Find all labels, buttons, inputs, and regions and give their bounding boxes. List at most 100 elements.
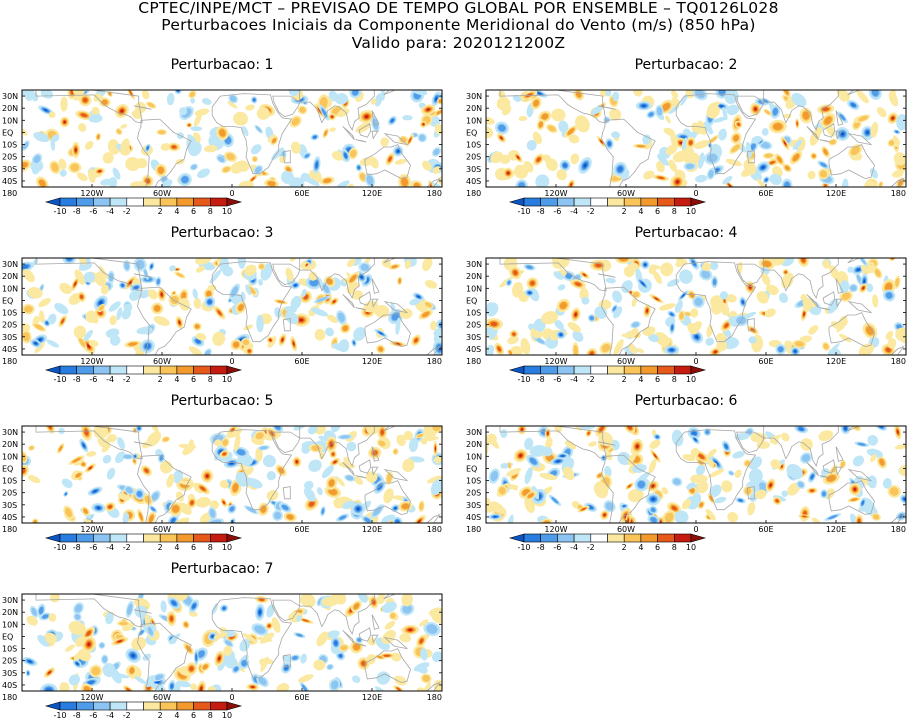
lat-label: 30N xyxy=(2,428,18,437)
lat-label: 20N xyxy=(2,272,18,281)
lon-label: 180 xyxy=(2,357,17,366)
lon-label: 0 xyxy=(229,693,234,702)
lat-label: EQ xyxy=(466,296,477,305)
colorbar-label: 10 xyxy=(686,207,696,216)
lon-label: 180 xyxy=(891,525,906,534)
map-svg: 30N 20N 10N EQ 10S 20S 30S 40S 180 120W 60W 0 60E 120… xyxy=(466,257,907,384)
lat-label: 20S xyxy=(466,489,481,498)
colorbar-label: -10 xyxy=(53,375,66,384)
panel-perturbacao-3: Perturbacao: 3 30N 20N 10N EQ 10S 20S 30S 40S 180… xyxy=(2,226,443,384)
coastlines xyxy=(35,258,441,355)
lon-label: 0 xyxy=(693,189,698,198)
header-line-2: Perturbacoes Iniciais da Componente Meri… xyxy=(161,16,756,34)
colorbar-label: 2 xyxy=(158,207,163,216)
colorbar-label: 4 xyxy=(638,207,643,216)
map-svg: 30N 20N 10N EQ 10S 20S 30S 40S 180 120W 60W 0 60E 120… xyxy=(2,425,443,552)
colorbar-label: 4 xyxy=(174,375,179,384)
panel-title: Perturbacao: 6 xyxy=(634,393,738,409)
colorbar-label: 2 xyxy=(158,375,163,384)
wind-perturbation-field xyxy=(486,90,906,187)
lat-label: 30S xyxy=(466,333,481,342)
map-svg: 30N 20N 10N EQ 10S 20S 30S 40S 180 120W 60W 0 60E 120… xyxy=(2,257,443,384)
coastlines xyxy=(35,90,441,187)
lon-label: 180 xyxy=(2,693,17,702)
colorbar-label: -6 xyxy=(553,375,561,384)
lon-label: 120E xyxy=(826,525,846,534)
lat-label: 30N xyxy=(466,92,482,101)
lon-label: 120E xyxy=(826,189,846,198)
colorbar-label: -4 xyxy=(570,543,578,552)
colorbar-label: -8 xyxy=(73,711,81,720)
lat-label: 20S xyxy=(2,657,17,666)
colorbar-label: -4 xyxy=(106,543,114,552)
lon-label: 60E xyxy=(294,693,309,702)
lon-label: 180 xyxy=(427,525,442,534)
colorbar-label: 4 xyxy=(174,711,179,720)
lon-label: 180 xyxy=(891,357,906,366)
lon-label: 120E xyxy=(362,357,382,366)
lat-label: 30S xyxy=(466,501,481,510)
lat-label: EQ xyxy=(2,632,13,641)
lat-label: 10S xyxy=(466,477,481,486)
lon-label: 60E xyxy=(294,189,309,198)
lat-label: 40S xyxy=(2,681,17,690)
colorbar-label: 2 xyxy=(158,543,163,552)
lon-label: 60W xyxy=(617,357,635,366)
panel-perturbacao-7: Perturbacao: 7 30N 20N 10N EQ 10S 20S 30S 40S 180… xyxy=(2,562,443,720)
colorbar: -10 -8 -6 -4 -2 2 4 6 8 10 xyxy=(508,365,707,384)
lat-label: 30N xyxy=(2,260,18,269)
panel-perturbacao-4: Perturbacao: 4 30N 20N 10N EQ 10S 20S 30S 40S 180… xyxy=(466,226,907,384)
panel-title: Perturbacao: 5 xyxy=(170,393,274,409)
colorbar-label: -10 xyxy=(53,543,66,552)
lon-label: 180 xyxy=(427,693,442,702)
coastlines xyxy=(499,90,905,187)
wind-perturbation-field xyxy=(22,594,442,691)
wind-perturbation-field xyxy=(486,426,906,523)
lat-label: 20S xyxy=(2,321,17,330)
colorbar-label: -2 xyxy=(587,543,595,552)
wind-perturbation-field xyxy=(486,258,906,355)
lat-label: EQ xyxy=(2,296,13,305)
lat-label: 10N xyxy=(2,620,18,629)
lat-label: 10N xyxy=(2,116,18,125)
colorbar-label: -8 xyxy=(73,375,81,384)
lat-label: 40S xyxy=(466,513,481,522)
lat-label: 10S xyxy=(2,477,17,486)
lon-label: 0 xyxy=(229,525,234,534)
header-line-1: CPTEC/INPE/MCT – PREVISAO DE TEMPO GLOBA… xyxy=(138,0,779,17)
lat-label: EQ xyxy=(466,464,477,473)
lat-label: 20N xyxy=(466,104,482,113)
lon-label: 120E xyxy=(826,357,846,366)
colorbar-label: 6 xyxy=(655,375,660,384)
colorbar-label: -2 xyxy=(123,375,131,384)
lon-label: 120W xyxy=(544,189,567,198)
colorbar-label: 8 xyxy=(208,207,213,216)
colorbar-label: -4 xyxy=(106,375,114,384)
colorbar-label: -10 xyxy=(517,207,530,216)
lon-label: 60E xyxy=(294,357,309,366)
lon-label: 180 xyxy=(427,357,442,366)
lat-label: 30S xyxy=(2,333,17,342)
colorbar-label: 4 xyxy=(638,375,643,384)
colorbar-label: -6 xyxy=(89,375,97,384)
colorbar-label: -8 xyxy=(537,375,545,384)
lon-label: 0 xyxy=(229,189,234,198)
lon-label: 0 xyxy=(693,525,698,534)
lat-label: EQ xyxy=(2,128,13,137)
wind-perturbation-field xyxy=(22,426,442,523)
lon-label: 120W xyxy=(80,357,103,366)
panel-perturbacao-2: Perturbacao: 2 30N 20N 10N EQ 10S 20S 30S 40S 180… xyxy=(466,58,907,216)
lat-label: 20N xyxy=(2,440,18,449)
lon-label: 60E xyxy=(758,357,773,366)
colorbar-label: 2 xyxy=(622,543,627,552)
lat-label: 40S xyxy=(2,345,17,354)
lon-label: 0 xyxy=(229,357,234,366)
colorbar: -10 -8 -6 -4 -2 2 4 6 8 10 xyxy=(44,533,243,552)
lat-label: 20S xyxy=(2,153,17,162)
lon-label: 60E xyxy=(758,189,773,198)
colorbar: -10 -8 -6 -4 -2 2 4 6 8 10 xyxy=(44,365,243,384)
lon-label: 120W xyxy=(544,525,567,534)
lat-label: 40S xyxy=(2,513,17,522)
lat-label: EQ xyxy=(466,128,477,137)
map-svg: 30N 20N 10N EQ 10S 20S 30S 40S 180 120W 60W 0 60E 120… xyxy=(2,89,443,216)
